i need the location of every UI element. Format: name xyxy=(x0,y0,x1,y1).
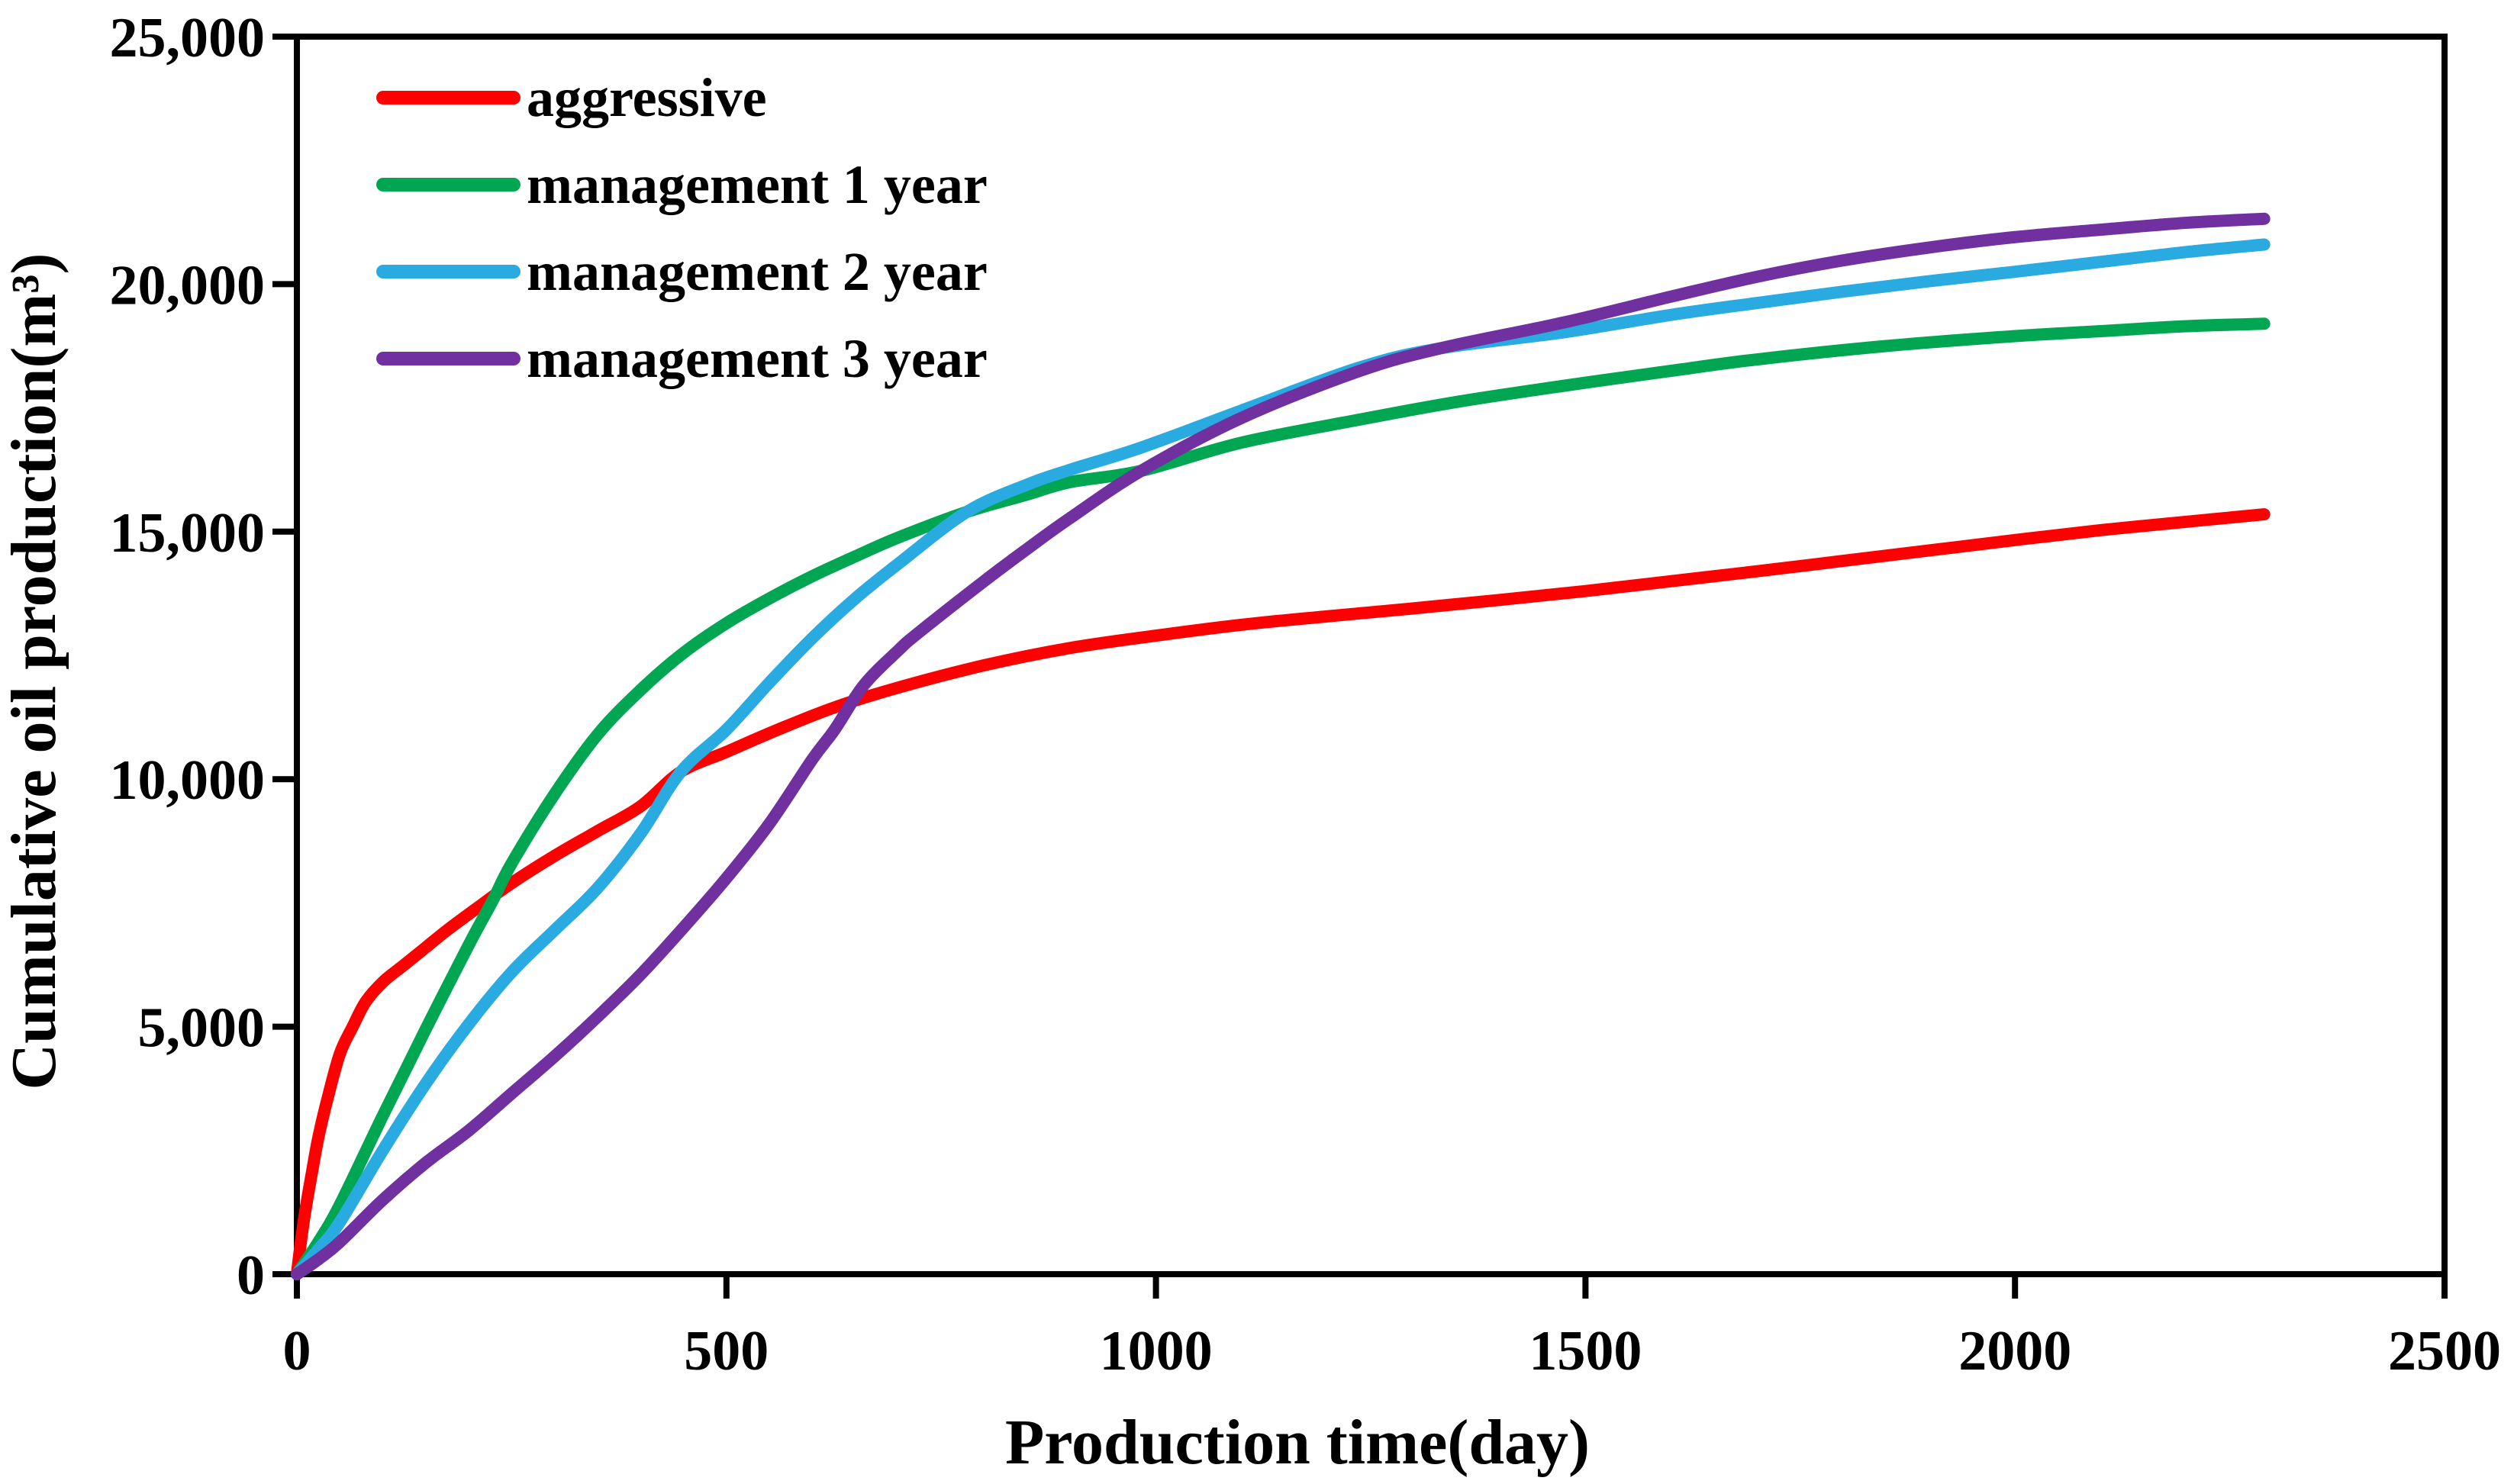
series-line-management-3-year xyxy=(291,212,2271,1280)
x-axis-ticks: 0 500 1000 1500 2000 2500 xyxy=(283,1274,2501,1383)
legend-item-management-2-year: management 2 year xyxy=(376,241,988,302)
y-tick-label: 20,000 xyxy=(110,254,266,317)
legend-item-aggressive: aggressive xyxy=(376,67,767,128)
series-line-aggressive xyxy=(291,508,2271,1280)
legend: aggressive management 1 year management 2 … xyxy=(376,67,988,389)
y-tick-label: 25,000 xyxy=(110,7,266,69)
x-tick-label: 2500 xyxy=(2388,1320,2501,1383)
y-tick-label: 5,000 xyxy=(138,997,266,1060)
y-axis-title: Cumulative oil production(m³) xyxy=(0,253,69,1090)
x-tick-label: 1000 xyxy=(1100,1320,1213,1383)
legend-label: management 3 year xyxy=(527,328,988,389)
x-axis-title: Production time(day) xyxy=(1005,1407,1590,1478)
plot-border xyxy=(294,34,2448,1277)
x-tick-label: 2000 xyxy=(1958,1320,2071,1383)
x-tick-label: 0 xyxy=(283,1320,311,1383)
x-tick-label: 500 xyxy=(684,1320,769,1383)
legend-label: aggressive xyxy=(527,67,767,128)
series-line-management-1-year xyxy=(291,317,2271,1280)
legend-item-management-1-year: management 1 year xyxy=(376,154,988,215)
legend-item-management-3-year: management 3 year xyxy=(376,328,988,389)
series-line-management-2-year xyxy=(291,238,2271,1280)
legend-label: management 1 year xyxy=(527,154,988,215)
x-tick-label: 1500 xyxy=(1529,1320,1642,1383)
y-tick-label: 10,000 xyxy=(110,749,266,812)
y-tick-label: 0 xyxy=(237,1244,265,1307)
series-curves xyxy=(291,212,2271,1280)
y-axis-ticks: 0 5,000 10,000 15,000 20,000 25,000 xyxy=(110,7,297,1307)
y-tick-label: 15,000 xyxy=(110,502,266,565)
legend-label: management 2 year xyxy=(527,241,988,302)
